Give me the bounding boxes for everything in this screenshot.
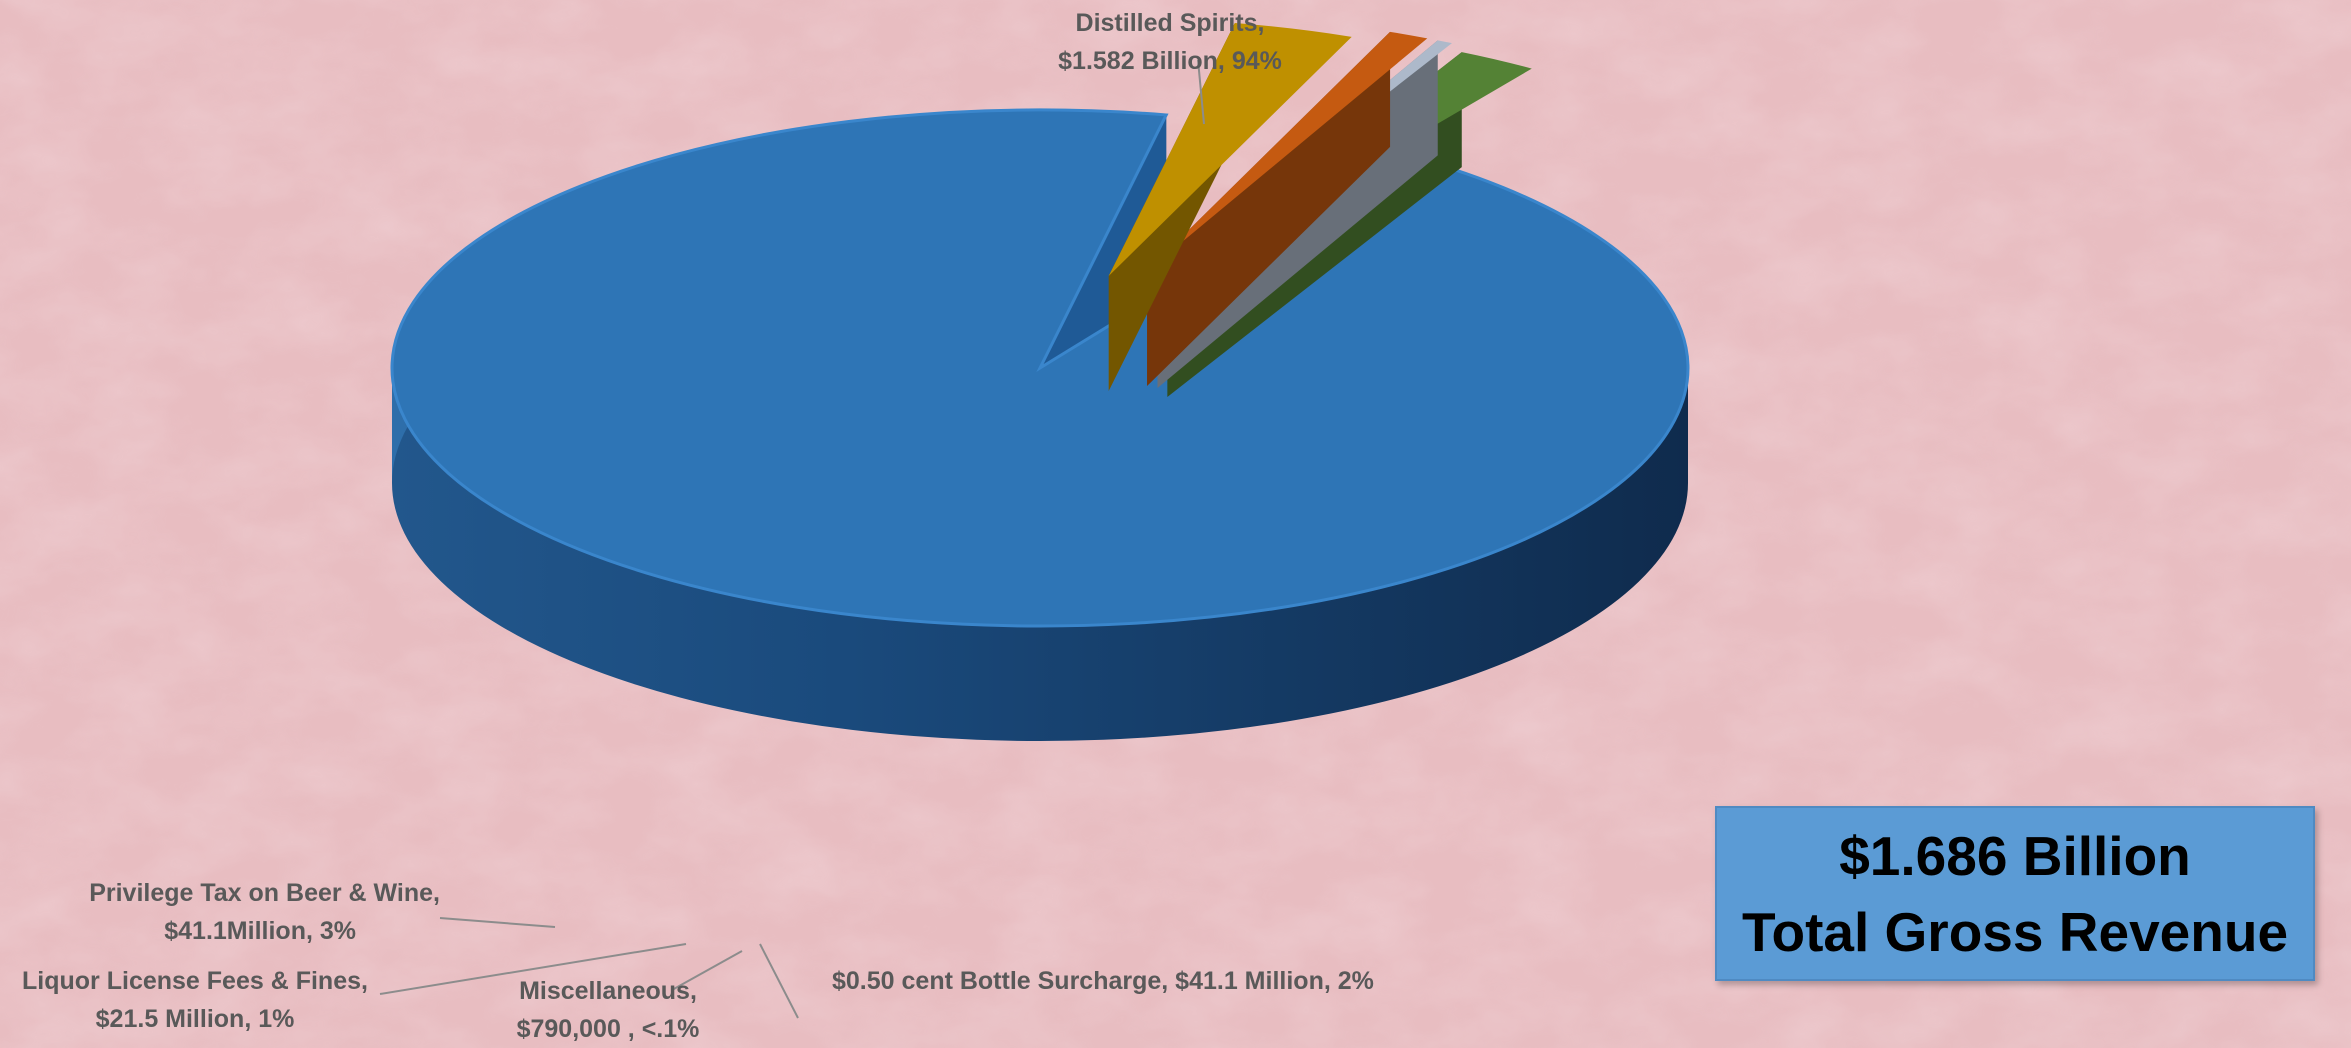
pie-slice-top: [1108, 22, 1352, 277]
label-miscellaneous: Miscellaneous, $790,000 , <.1%: [498, 972, 718, 1048]
leader-line: [759, 943, 799, 1019]
total-revenue-amount: $1.686 Billion: [1839, 825, 2191, 887]
leader-line: [439, 917, 556, 928]
label-bottle-surcharge: $0.50 cent Bottle Surcharge, $41.1 Milli…: [832, 962, 1374, 1000]
label-miscellaneous-line1: Miscellaneous,: [519, 977, 697, 1005]
label-privilege-tax-line2: $41.1Million, 3%: [164, 917, 356, 945]
label-liquor-license-line2: $21.5 Million, 1%: [95, 1005, 295, 1033]
label-privilege-tax: Privilege Tax on Beer & Wine, $41.1Milli…: [20, 874, 440, 950]
pie-slice-liquor-license: [1147, 31, 1428, 387]
label-distilled-spirits-line1: Distilled Spirits,: [1075, 9, 1265, 37]
label-liquor-license: Liquor License Fees & Fines, $21.5 Milli…: [0, 962, 390, 1038]
pie-slice-top: [1147, 31, 1428, 272]
label-privilege-tax-line1: Privilege Tax on Beer & Wine,: [89, 879, 440, 907]
leader-line: [671, 950, 743, 991]
label-bottle-surcharge-line1: $0.50 cent Bottle Surcharge, $41.1 Milli…: [832, 967, 1374, 995]
pie-slice-side: [392, 368, 1688, 741]
pie-slice-distilled-spirits: [390, 108, 1690, 741]
label-distilled-spirits: Distilled Spirits, $1.582 Billion, 94%: [1000, 4, 1340, 80]
label-distilled-spirits-line2: $1.582 Billion, 94%: [1058, 47, 1282, 75]
label-liquor-license-line1: Liquor License Fees & Fines,: [22, 967, 368, 995]
pie-slice-cut-face: [1147, 31, 1391, 387]
label-miscellaneous-line2: $790,000 , <.1%: [516, 1015, 700, 1043]
total-revenue-box: $1.686 Billion Total Gross Revenue: [1715, 806, 2315, 981]
leader-line: [1197, 59, 1205, 125]
leader-line: [379, 943, 687, 995]
total-revenue-caption: Total Gross Revenue: [1741, 901, 2289, 963]
pie-slice-top: [390, 108, 1690, 628]
